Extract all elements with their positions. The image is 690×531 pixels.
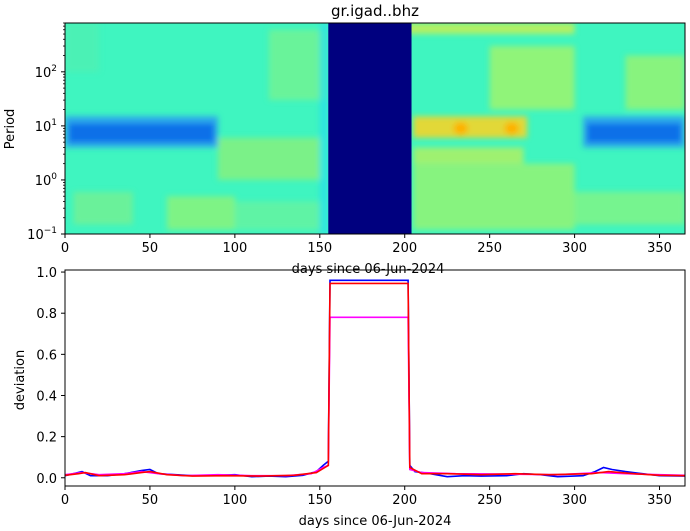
y-axis-ticks: 10−1 100 101 102 bbox=[27, 22, 65, 243]
y-tick-label: 102 bbox=[35, 64, 57, 81]
x-axis-ticks: 0 50 100 150 200 250 300 350 bbox=[61, 234, 672, 256]
x-tick-label: 150 bbox=[307, 493, 332, 508]
x-tick-label: 100 bbox=[222, 493, 247, 508]
series-line-2 bbox=[65, 282, 685, 477]
chart-title: gr.igad..bhz bbox=[331, 2, 419, 20]
x-tick-label: 50 bbox=[142, 241, 159, 256]
line-chart-frame bbox=[64, 269, 686, 487]
x-tick-label: 100 bbox=[222, 241, 247, 256]
x-tick-label: 150 bbox=[307, 241, 332, 256]
x-axis-label: days since 06-Jun-2024 bbox=[299, 514, 452, 529]
heatmap-texture bbox=[65, 23, 685, 234]
heatmap-cells bbox=[65, 23, 685, 234]
x-tick-label: 250 bbox=[477, 241, 502, 256]
y-tick-label: 0.2 bbox=[36, 431, 57, 446]
x-tick-label: 200 bbox=[392, 493, 417, 508]
x-tick-label: 0 bbox=[61, 493, 69, 508]
x-tick-label: 0 bbox=[61, 241, 69, 256]
x-tick-label: 200 bbox=[392, 241, 417, 256]
x-tick-label: 300 bbox=[562, 241, 587, 256]
heatmap-chart: gr.igad..bhz 0 50 100 150 200 250 300 350 10−11… bbox=[3, 2, 686, 277]
x-tick-label: 350 bbox=[647, 493, 672, 508]
x-tick-label: 300 bbox=[562, 493, 587, 508]
series-line-1 bbox=[65, 316, 685, 477]
x-tick-label: 50 bbox=[142, 493, 159, 508]
y-axis-label: Period bbox=[3, 109, 18, 150]
y-axis-label: deviation bbox=[13, 350, 28, 410]
line-series bbox=[65, 279, 685, 478]
y-tick-label: 0.4 bbox=[36, 389, 57, 404]
x-tick-label: 350 bbox=[647, 241, 672, 256]
y-tick-label: 101 bbox=[35, 118, 57, 135]
data-gap bbox=[328, 23, 412, 234]
y-tick-label: 1.0 bbox=[36, 266, 57, 281]
y-tick-label: 0.8 bbox=[36, 307, 57, 322]
y-axis-ticks: 0.0 0.2 0.4 0.6 0.8 1.0 bbox=[36, 266, 65, 487]
y-tick-label: 10−1 bbox=[27, 226, 57, 243]
y-tick-label: 0.6 bbox=[36, 348, 57, 363]
series-line-0 bbox=[65, 279, 685, 478]
x-axis-ticks: 0 50 100 150 200 250 300 350 bbox=[61, 486, 672, 508]
y-tick-label: 100 bbox=[35, 172, 58, 189]
deviation-line-chart: 0 50 100 150 200 250 300 350 0.0 0.2 0.4 0.6 0.8 1.0… bbox=[13, 266, 686, 529]
x-tick-label: 250 bbox=[477, 493, 502, 508]
y-tick-label: 0.0 bbox=[36, 472, 57, 487]
